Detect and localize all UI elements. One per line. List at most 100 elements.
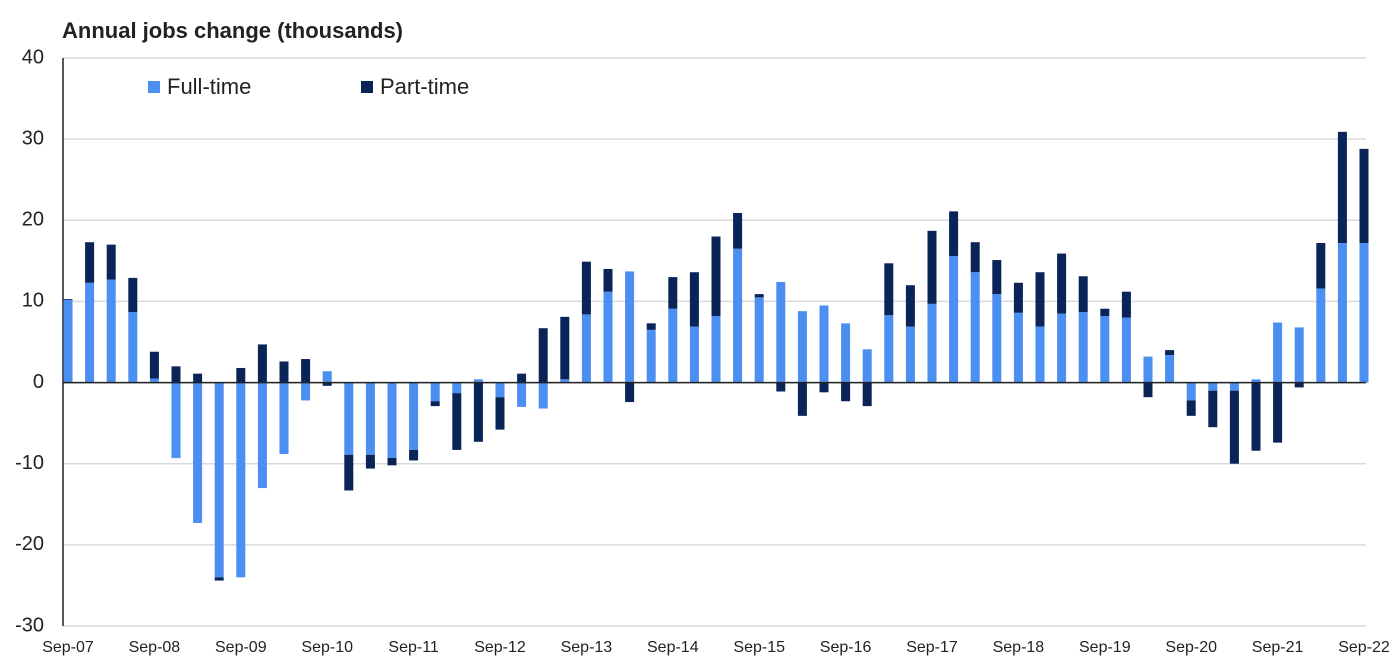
bar-segment	[1186, 382, 1196, 401]
bar-segment	[1337, 131, 1347, 244]
bar-segment	[603, 268, 613, 292]
bar-segment	[992, 260, 1002, 295]
x-tick-label: Sep-15	[733, 639, 785, 656]
bar-segment	[193, 373, 203, 383]
bar-segment	[797, 311, 807, 383]
bar-segment	[236, 367, 246, 383]
bar-segment	[905, 285, 915, 327]
bar-segment	[1229, 390, 1239, 464]
bar-segment	[1294, 327, 1304, 383]
bar-segment	[711, 316, 721, 383]
bar-segment	[862, 349, 872, 383]
bar-segment	[733, 212, 743, 249]
bar-segment	[322, 382, 332, 386]
legend-swatch	[361, 81, 373, 93]
bar-segment	[193, 382, 203, 523]
x-tick-label: Sep-21	[1252, 639, 1304, 656]
y-tick-label: 10	[22, 290, 44, 312]
bar-segment	[970, 272, 980, 383]
bar-segment	[149, 378, 159, 383]
bar-segment	[970, 242, 980, 273]
bar-segment	[1100, 316, 1110, 383]
legend-swatch	[148, 81, 160, 93]
bar-segment	[1013, 312, 1023, 383]
bar-segment	[603, 291, 613, 383]
y-tick-label: 0	[33, 371, 44, 393]
bar-segment	[581, 261, 591, 315]
bar-segment	[646, 329, 656, 383]
bar-segment	[1294, 382, 1304, 388]
bar-segment	[85, 242, 95, 283]
y-tick-label: 30	[22, 127, 44, 149]
bar-segment	[1057, 253, 1067, 314]
x-tick-label: Sep-13	[561, 639, 613, 656]
bar-segment	[171, 382, 181, 459]
bar-segment	[1208, 382, 1218, 391]
bar-segment	[1359, 148, 1369, 244]
bar-segment	[495, 397, 505, 430]
bar-segment	[538, 382, 548, 409]
y-tick-label: 40	[22, 46, 44, 68]
bar-segment	[409, 382, 419, 450]
bar-segment	[625, 382, 635, 403]
bar-segment	[1035, 272, 1045, 327]
bar-segment	[409, 449, 419, 461]
bar-segment	[711, 236, 721, 317]
bar-segment	[301, 382, 311, 401]
x-tick-label: Sep-14	[647, 639, 699, 656]
bar-segment	[1337, 243, 1347, 383]
bar-segment	[452, 393, 462, 450]
bar-segment	[689, 326, 699, 383]
bar-segment	[85, 282, 95, 383]
bar-segment	[1359, 243, 1369, 383]
bar-segment	[517, 382, 527, 407]
bar-segment	[517, 373, 527, 383]
bar-segment	[797, 382, 807, 416]
bar-segment	[862, 382, 872, 407]
bar-segment	[495, 382, 505, 398]
x-tick-label: Sep-19	[1079, 639, 1131, 656]
bar-segment	[430, 401, 440, 407]
bar-segment	[776, 382, 786, 392]
y-tick-label: 20	[22, 209, 44, 231]
bar-segment	[63, 298, 73, 300]
bar-segment	[387, 458, 397, 466]
bar-segment	[819, 305, 829, 383]
bar-segment	[430, 382, 440, 402]
bar-segment	[214, 577, 224, 581]
bar-segment	[106, 244, 116, 280]
bar-segment	[257, 382, 267, 489]
bar-segment	[279, 361, 289, 383]
x-tick-label: Sep-12	[474, 639, 526, 656]
bar-segment	[128, 277, 138, 312]
bar-segment	[1251, 379, 1261, 383]
bar-segment	[344, 454, 354, 491]
chart-title: Annual jobs change (thousands)	[62, 18, 403, 43]
bar-segment	[1316, 288, 1326, 383]
x-tick-label: Sep-07	[42, 639, 94, 656]
bar-segment	[949, 211, 959, 256]
bar-segment	[992, 294, 1002, 383]
bar-segment	[754, 297, 764, 383]
bar-segment	[733, 248, 743, 383]
legend-label: Full-time	[167, 74, 251, 99]
bar-segment	[1035, 326, 1045, 383]
bar-segment	[1121, 291, 1131, 318]
bar-segment	[1078, 276, 1088, 312]
bar-segment	[1273, 322, 1283, 383]
bar-segment	[171, 366, 181, 383]
bar-segment	[560, 316, 570, 380]
bar-segment	[754, 294, 764, 298]
x-tick-label: Sep-18	[993, 639, 1045, 656]
bar-segment	[927, 230, 937, 304]
bar-segment	[279, 382, 289, 454]
bar-segment	[949, 255, 959, 383]
bar-segment	[1316, 243, 1326, 289]
bar-segment	[1165, 350, 1175, 355]
bar-segment	[625, 271, 635, 383]
bar-segment	[1165, 354, 1175, 383]
bar-segment	[106, 279, 116, 383]
bar-segment	[646, 323, 656, 330]
bar-segment	[884, 263, 894, 316]
x-tick-label: Sep-11	[388, 639, 439, 656]
